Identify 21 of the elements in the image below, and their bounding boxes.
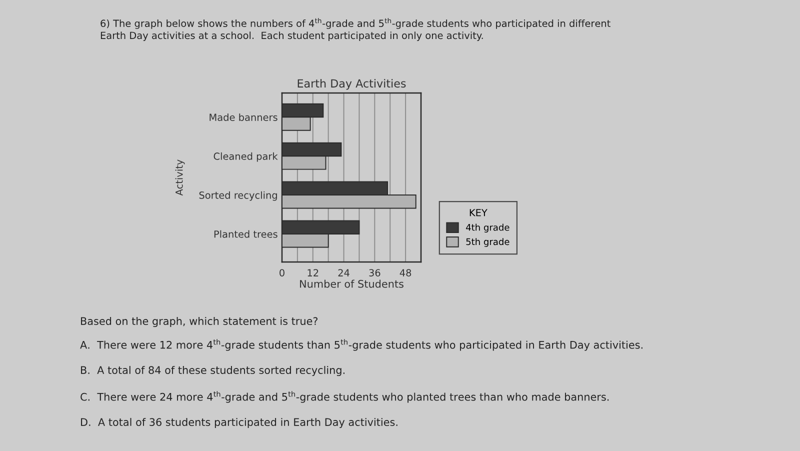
legend-label: 4th grade xyxy=(466,224,510,233)
legend-label: 5th grade xyxy=(466,238,510,247)
x-tick-label: 0 xyxy=(280,269,284,276)
y-tick-label: Sorted recycling xyxy=(199,191,277,201)
y-tick-label: Made banners xyxy=(210,113,278,121)
text: D. A total of 36 students participated in Earth Day activities. xyxy=(81,418,398,428)
text: C. There were 24 more 4$^{th}$-grade and 5$^{th}$-grade students who planted trees than who made banners. xyxy=(80,391,609,403)
x-tick-label: 24 xyxy=(338,269,350,276)
text: B. A total of 84 of these students sorted recycling. xyxy=(81,366,344,376)
chart-title: Earth Day Activities xyxy=(298,79,406,90)
x-tick-label: 36 xyxy=(369,269,380,276)
text: Based on the graph, which statement is true? xyxy=(81,316,318,328)
y-tick-label: Planted trees xyxy=(214,230,278,238)
text: 6) The graph below shows the numbers of 4$^{th}$-grade and 5$^{th}$-grade students who participated in different Earth Day activities at a school. Each student participated in only one activity. xyxy=(100,18,610,41)
y-tick-label: Cleaned park xyxy=(214,152,278,162)
text: A. There were 12 more 4$^{th}$-grade students than 5$^{th}$-grade students who participated in Earth Day activities. xyxy=(80,339,642,351)
legend-title: KEY xyxy=(470,209,488,216)
x-tick-label: 12 xyxy=(308,269,318,276)
x-axis-title: Number of Students xyxy=(300,280,404,288)
y-axis-title: Activity xyxy=(175,160,185,196)
x-tick-label: 48 xyxy=(400,269,412,276)
